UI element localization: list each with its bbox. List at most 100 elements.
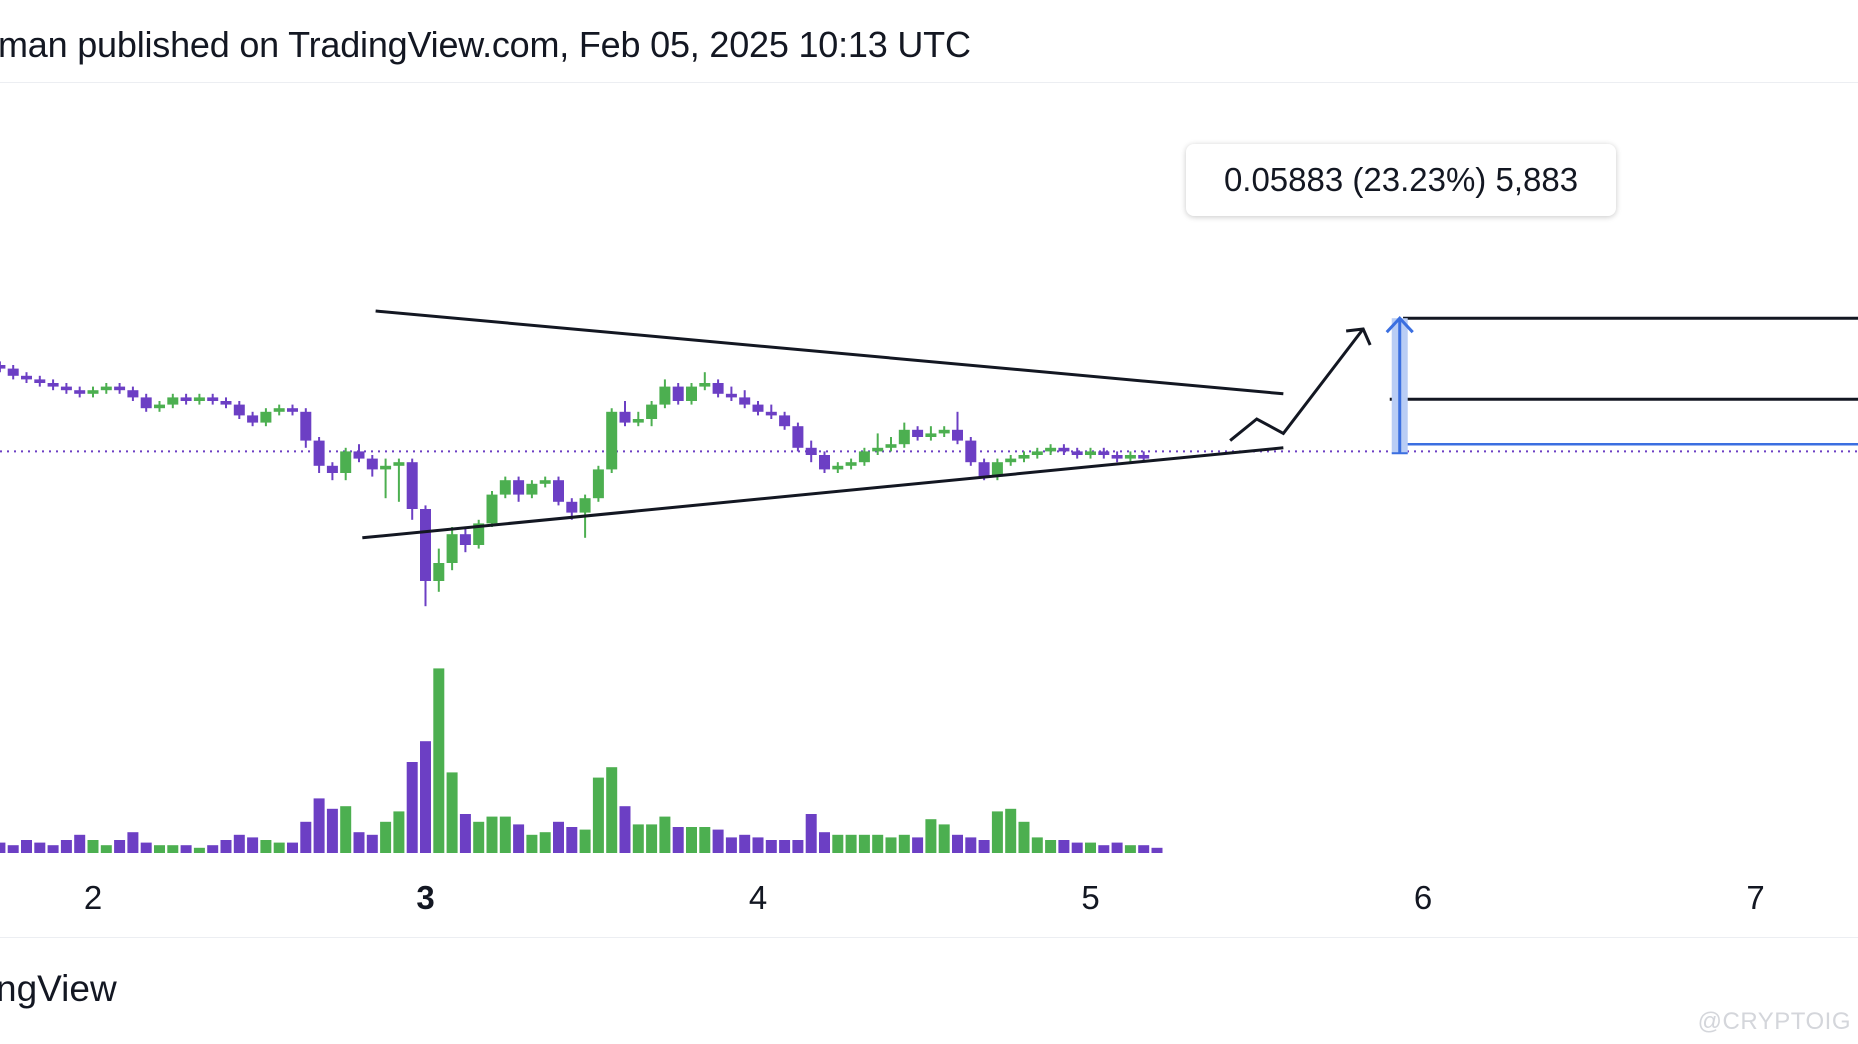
volume-bar — [659, 816, 671, 853]
candle-body — [832, 465, 844, 470]
candle-body — [526, 483, 538, 495]
candle-body — [127, 390, 139, 398]
candle-body — [952, 429, 963, 441]
volume-bar — [765, 840, 777, 853]
candle-body — [1045, 447, 1057, 452]
volume-bar — [127, 832, 139, 853]
volume-bar — [273, 842, 285, 853]
volume-bar — [566, 827, 578, 853]
candle-body — [965, 440, 977, 463]
watermark: @CRYPTOIG — [1697, 1008, 1851, 1035]
candle-body — [233, 404, 245, 416]
projection-arrow-path — [1229, 328, 1365, 442]
candle-body — [991, 462, 1003, 477]
measure-arrowhead — [1385, 315, 1414, 334]
candle-body — [858, 451, 870, 463]
price-chart[interactable]: 2 3 4 5 6 7 — [0, 83, 1858, 938]
volume-bar — [287, 842, 298, 853]
x-tick-label: 4 — [749, 879, 767, 916]
candle-body — [300, 411, 312, 441]
candle-body — [1031, 451, 1043, 455]
volume-bar — [486, 816, 498, 853]
volume-bar — [140, 842, 152, 853]
triangle-lower-trendline — [362, 446, 1284, 540]
volume-bar — [21, 840, 32, 853]
candle-body — [1124, 455, 1136, 459]
volume-bar — [819, 832, 830, 853]
volume-bar — [1045, 840, 1057, 853]
volume-bar — [340, 806, 352, 853]
candle-body — [220, 401, 232, 405]
triangle-upper-trendline — [375, 309, 1284, 396]
candle-body — [193, 397, 205, 401]
publish-header: man published on TradingView.com, Feb 05… — [0, 0, 1858, 83]
candle-body — [207, 397, 219, 401]
volume-bar — [34, 842, 46, 853]
volume-bar — [978, 840, 990, 853]
volume-bar — [60, 840, 72, 853]
candle-body — [592, 469, 604, 499]
volume-bar — [779, 840, 791, 853]
volume-bar — [725, 837, 737, 853]
axis-separator — [0, 937, 1858, 938]
candle-body — [752, 404, 764, 412]
volume-bar — [1098, 845, 1110, 853]
candle-body — [326, 465, 338, 473]
volume-bar — [326, 808, 338, 853]
volume-bar — [646, 824, 658, 853]
volume-bar — [260, 840, 272, 853]
volume-bar — [898, 834, 910, 853]
candle-body — [380, 465, 392, 470]
volume-bar — [938, 824, 950, 853]
candle-body — [486, 494, 498, 524]
volume-bar — [712, 829, 724, 853]
volume-bar — [845, 834, 857, 853]
candle-body — [1005, 458, 1017, 463]
volume-bar — [592, 777, 604, 853]
candle-body — [7, 368, 19, 376]
drawing-lines[interactable] — [362, 309, 1858, 540]
candlesticks — [0, 361, 1150, 607]
candle-body — [393, 462, 405, 466]
candle-body — [539, 480, 551, 484]
candle-body — [87, 390, 99, 394]
candle-body — [499, 480, 511, 495]
candle-body — [1071, 451, 1083, 455]
candle-body — [247, 415, 259, 423]
candle-body — [154, 404, 165, 409]
candle-body — [553, 480, 564, 502]
volume-bar — [433, 668, 445, 853]
volume-bar — [220, 840, 232, 853]
candle-body — [340, 451, 352, 473]
candle-body — [898, 429, 910, 445]
volume-bar — [366, 834, 378, 853]
price-range-measure[interactable] — [1385, 315, 1414, 455]
candle-body — [406, 462, 418, 509]
volume-bar — [473, 821, 485, 853]
volume-bar — [446, 772, 458, 853]
measure-label: 0.05883 (23.23%) 5,883 — [1223, 161, 1579, 198]
candle-body — [925, 433, 937, 437]
volume-bar — [459, 814, 471, 853]
candle-body — [167, 397, 179, 405]
candle-body — [100, 386, 112, 391]
volume-bar — [632, 824, 644, 853]
candle-body — [47, 383, 59, 387]
candle-body — [1111, 455, 1123, 459]
volume-bar — [100, 845, 112, 853]
volume-bar — [420, 741, 431, 853]
volume-bar — [247, 837, 259, 853]
candle-body — [433, 563, 445, 581]
volume-bar — [74, 834, 86, 853]
volume-bar — [114, 840, 126, 853]
volume-bar — [686, 827, 697, 853]
x-tick-label: 5 — [1081, 879, 1099, 916]
x-tick-label: 3 — [416, 879, 434, 916]
candle-body — [260, 411, 272, 423]
tradingview-logo-text[interactable]: ngView — [0, 968, 117, 1009]
volume-bar — [1018, 821, 1030, 853]
volume-bar — [47, 845, 59, 853]
candle-body — [1058, 447, 1070, 452]
candle-body — [872, 447, 884, 452]
volume-bar — [207, 845, 219, 853]
